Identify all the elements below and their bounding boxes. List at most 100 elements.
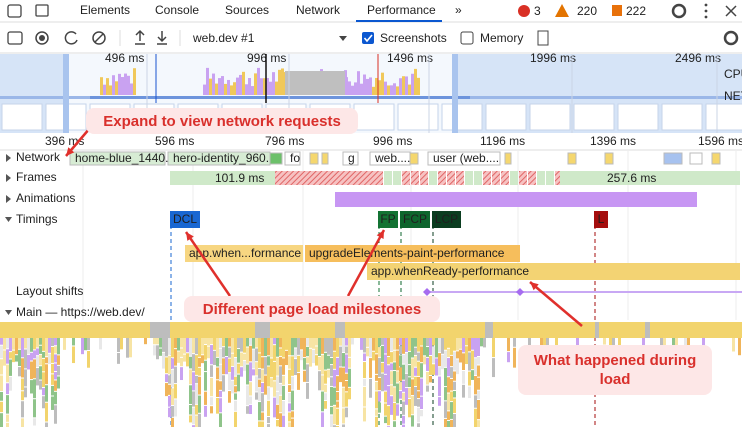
call-frame [339,367,342,383]
recording-select[interactable]: web.dev #1 [192,31,255,45]
idle [485,322,493,338]
error-count[interactable]: 3 [534,4,541,18]
call-frame [189,338,192,356]
call-frame [207,338,210,346]
tab[interactable]: Sources [225,3,269,17]
screenshot-thumb [1,103,43,131]
download-button[interactable] [157,31,167,45]
tab[interactable]: Network [296,3,341,17]
call-frame [465,346,468,365]
call-frame [42,372,45,387]
expand-arrow[interactable] [5,217,12,222]
marker-label: L [598,212,605,226]
memory-label[interactable]: Memory [480,31,523,45]
tab[interactable]: Elements [80,3,130,17]
network-request [663,152,683,165]
call-frame [402,424,405,427]
call-frame [192,425,195,427]
call-frame [675,338,678,351]
call-frame [126,338,129,358]
settings-icon[interactable] [671,3,687,19]
call-frame [477,356,480,365]
call-frame [417,407,420,423]
call-frame [42,387,45,396]
call-frame [51,363,54,374]
call-frame [444,387,447,401]
call-frame [261,369,264,382]
menu-dot[interactable] [704,15,708,19]
settings-icon[interactable] [723,30,739,46]
call-frame [54,372,57,380]
call-frame [18,338,21,349]
frame [528,171,536,185]
call-frame [33,418,36,426]
warning-count[interactable]: 220 [577,4,597,18]
call-frame [186,353,189,367]
call-frame [27,354,30,370]
expand-arrow[interactable] [6,154,11,162]
cpu-activity [212,73,215,95]
call-frame [348,387,351,400]
expand-arrow[interactable] [5,310,12,315]
clear-button[interactable] [92,31,106,45]
call-frame [54,338,57,346]
upload-button[interactable] [135,29,145,45]
network-request [284,151,301,166]
gc-button[interactable] [537,30,549,46]
call-frame [453,398,456,414]
expand-arrow[interactable] [6,174,11,182]
call-frame [384,391,387,403]
call-frame [444,338,447,350]
call-frame [246,406,249,414]
track-label[interactable]: Main — https://web.dev/ [16,305,145,319]
call-frame [438,367,441,376]
call-frame [216,338,219,357]
call-frame [174,366,177,384]
call-frame [408,351,411,365]
issue-count[interactable]: 222 [626,4,646,18]
record-button[interactable] [35,31,49,45]
reload-button[interactable] [64,31,78,45]
call-frame [162,352,165,369]
track-label[interactable]: Frames [16,170,57,184]
checkbox[interactable] [460,31,474,45]
cpu-activity [230,85,233,95]
cpu-activity [218,78,221,95]
screenshots-label[interactable]: Screenshots [380,31,447,45]
call-frame [219,381,222,390]
track-label[interactable]: Network [16,150,61,164]
call-frame [189,415,192,423]
menu-dot[interactable] [704,3,708,7]
call-frame [414,387,417,406]
expand-arrow[interactable] [6,195,11,203]
call-frame [435,338,438,358]
call-frame [453,381,456,390]
call-frame [375,354,378,374]
call-frame [204,405,207,417]
checkbox[interactable] [362,32,374,44]
call-frame [402,415,405,424]
call-frame [297,338,300,355]
menu-dot[interactable] [704,9,708,13]
call-frame [618,338,621,352]
cpu-activity [375,77,378,95]
call-frame [465,338,468,346]
call-frame [384,338,387,354]
cpu-activity [369,77,372,95]
call-frame [348,368,351,387]
call-frame [120,338,123,350]
call-frame [414,367,417,376]
track-label[interactable]: Layout shifts [16,284,83,298]
tab[interactable]: Performance [367,3,436,17]
track-label[interactable]: Timings [16,212,58,226]
call-frame [21,401,24,418]
cpu-activity [351,85,354,95]
call-frame [450,367,453,378]
icon [35,4,49,17]
cpu-activity [393,83,396,95]
tab[interactable]: Console [155,3,199,17]
track-label[interactable]: Animations [16,191,75,205]
icon[interactable] [7,31,23,45]
call-frame [210,338,213,345]
call-frame [375,381,378,391]
